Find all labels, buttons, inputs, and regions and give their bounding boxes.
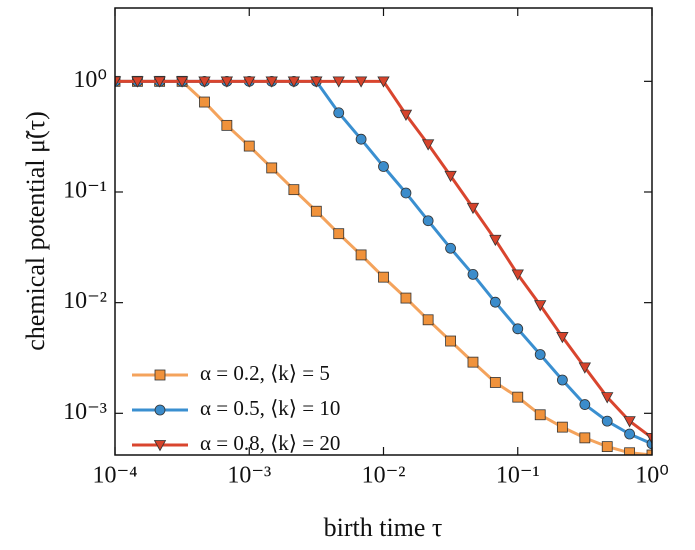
marker (534, 349, 546, 360)
marker (175, 76, 189, 88)
marker (601, 441, 613, 453)
marker (645, 432, 652, 445)
marker (153, 76, 166, 88)
marker (512, 391, 524, 403)
marker (623, 416, 636, 428)
marker (198, 76, 211, 88)
marker (467, 269, 479, 280)
marker (333, 228, 345, 240)
y-tick-label: 10⁻³ (63, 399, 107, 425)
y-axis-label: chemical potential μ̃(τ) (21, 111, 50, 351)
marker (355, 249, 367, 261)
marker (579, 399, 591, 410)
marker (489, 234, 502, 247)
marker (556, 374, 568, 386)
marker (243, 76, 256, 88)
marker (377, 76, 390, 88)
marker (444, 170, 457, 183)
marker (601, 415, 613, 427)
marker (646, 449, 652, 455)
plot-area (115, 75, 652, 455)
marker (624, 428, 635, 440)
marker (378, 271, 389, 283)
marker (131, 76, 144, 88)
marker (266, 162, 278, 174)
x-tick-label: 10⁻⁴ (92, 463, 137, 489)
marker (354, 76, 368, 88)
series-line (115, 79, 652, 440)
y-tick-label: 10⁰ (73, 67, 107, 93)
marker (445, 335, 456, 347)
marker (422, 215, 434, 227)
marker (355, 133, 367, 145)
marker (199, 96, 210, 108)
legend-label: α = 0.5, ⟨k⟩ = 10 (200, 396, 340, 420)
marker (466, 202, 480, 215)
marker (220, 76, 234, 88)
x-tick-label: 10⁻¹ (496, 463, 540, 489)
legend: α = 0.2, ⟨k⟩ = 5 α = 0.5, ⟨k⟩ = 10 α = 0.8… (132, 361, 340, 455)
marker (287, 76, 301, 88)
marker (421, 139, 435, 151)
marker (489, 377, 501, 388)
legend-marker (154, 369, 166, 381)
x-tick-label: 10⁻² (362, 463, 406, 489)
marker (422, 314, 434, 326)
marker (310, 205, 322, 217)
marker (265, 76, 278, 88)
plot-frame (114, 7, 653, 456)
marker (243, 140, 255, 152)
legend-label: α = 0.8, ⟨k⟩ = 20 (200, 431, 340, 455)
legend-label: α = 0.2, ⟨k⟩ = 5 (200, 361, 330, 385)
marker (400, 187, 412, 199)
marker (378, 161, 389, 172)
series-line (115, 79, 652, 455)
marker (467, 356, 479, 368)
marker (333, 107, 345, 119)
series-line (115, 79, 652, 446)
marker (556, 421, 568, 433)
marker (288, 184, 300, 196)
marker (399, 109, 413, 121)
marker (332, 76, 345, 88)
marker (512, 323, 524, 335)
marker (445, 242, 456, 254)
marker (310, 76, 323, 88)
marker (400, 292, 412, 304)
marker (511, 269, 524, 281)
marker (624, 447, 635, 455)
x-axis-label: birth time τ (324, 513, 443, 542)
marker (534, 409, 546, 421)
marker (579, 432, 591, 444)
marker (601, 392, 614, 404)
x-tick-label: 10⁻³ (227, 463, 271, 489)
marker (534, 300, 547, 312)
marker (556, 332, 569, 344)
x-tick-label: 10⁰ (635, 463, 669, 489)
marker (221, 119, 233, 131)
y-tick-label: 10⁻¹ (63, 177, 107, 203)
marker (578, 362, 592, 374)
marker (489, 296, 501, 308)
marker (115, 76, 122, 88)
y-tick-label: 10⁻² (63, 288, 107, 314)
legend-marker (154, 404, 166, 416)
legend-marker (153, 440, 167, 452)
